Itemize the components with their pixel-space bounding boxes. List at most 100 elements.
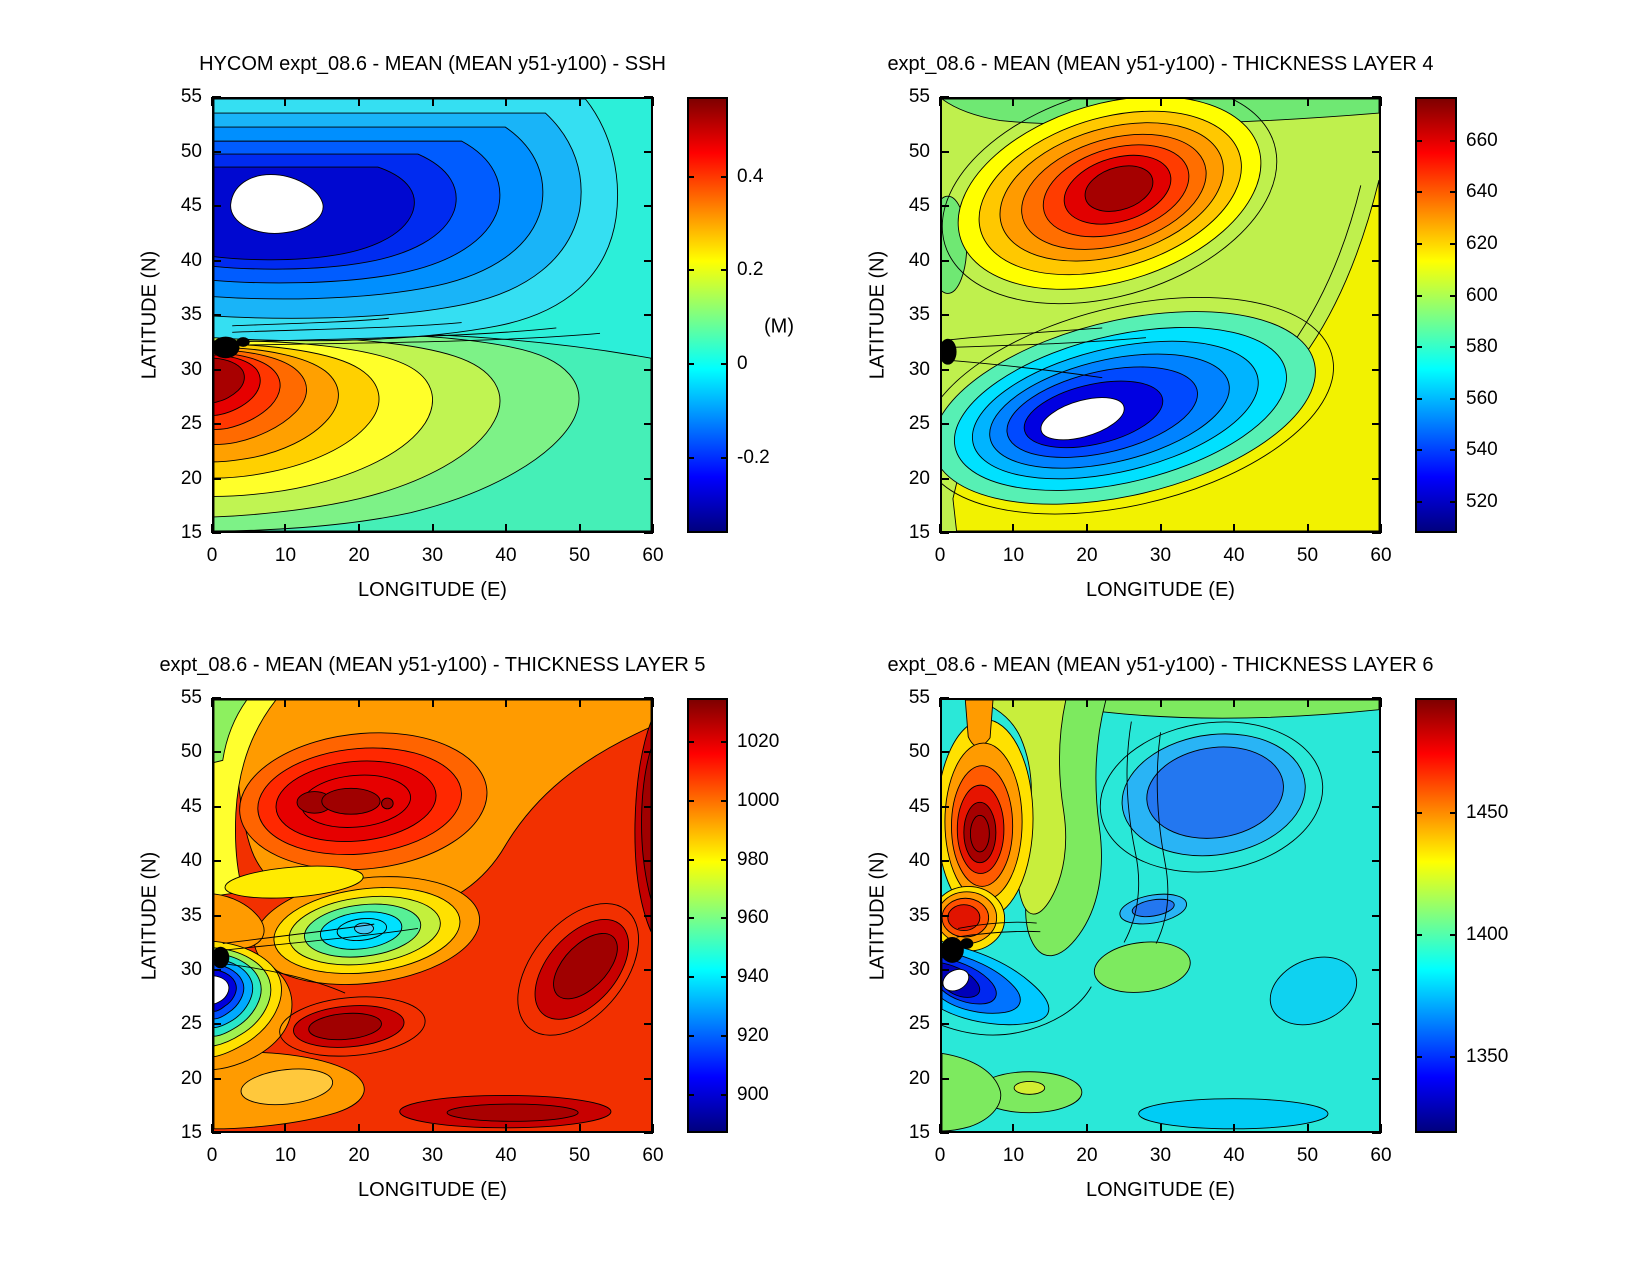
tick-mark <box>644 1023 653 1026</box>
tick-mark <box>1380 97 1382 106</box>
tick-mark <box>1159 698 1162 707</box>
layer4-max-core <box>1083 159 1155 218</box>
tick-mark <box>212 968 221 971</box>
tick-mark <box>211 698 213 707</box>
colorbar-tick-label: 520 <box>1466 491 1498 513</box>
y-tick-label: 45 <box>908 195 930 216</box>
tick-mark <box>721 175 728 178</box>
tick-mark <box>652 1124 654 1133</box>
tick-mark <box>578 698 581 707</box>
tick-mark <box>1415 139 1422 142</box>
tick-mark <box>940 751 949 754</box>
tick-mark <box>1450 397 1457 400</box>
panel-title: HYCOM expt_08.6 - MEAN (MEAN y51-y100) -… <box>199 53 666 75</box>
x-tick-label: 60 <box>642 1145 664 1166</box>
y-tick-label: 55 <box>908 687 930 708</box>
tick-mark <box>212 205 221 207</box>
y-tick-label: 40 <box>908 249 930 271</box>
tick-mark <box>1372 805 1381 808</box>
tick-mark <box>211 1124 213 1133</box>
y-tick-label: 30 <box>180 358 202 380</box>
tick-mark <box>721 799 728 802</box>
tick-mark <box>212 423 221 425</box>
tick-mark <box>687 1093 694 1096</box>
colorbar-tick-label: 560 <box>1466 387 1498 409</box>
tick-mark <box>644 477 653 480</box>
tick-mark <box>721 741 728 744</box>
tick-mark <box>1085 97 1088 106</box>
contour-fills <box>214 700 651 1131</box>
x-tick-label: 10 <box>1002 1145 1025 1166</box>
tick-mark <box>1450 811 1457 814</box>
x-axis-label: LONGITUDE (E) <box>1086 579 1235 601</box>
colorbar-tick-label: 1020 <box>737 731 780 753</box>
tick-mark <box>644 423 653 425</box>
tick-mark <box>1372 423 1381 425</box>
layer5-min-white-core <box>214 976 229 1004</box>
tick-mark <box>1415 449 1422 452</box>
y-axis-label: LATITUDE (N) <box>866 851 889 980</box>
tick-mark <box>578 524 581 533</box>
tick-mark <box>357 97 360 106</box>
tick-mark <box>644 914 653 917</box>
tick-mark <box>940 1023 949 1026</box>
tick-mark <box>939 698 941 707</box>
contour-lines <box>223 924 418 993</box>
tick-mark <box>940 477 949 480</box>
plot-area <box>940 97 1381 533</box>
tick-mark <box>1450 191 1457 194</box>
contour-fills <box>214 99 651 531</box>
y-tick-label: 20 <box>908 467 930 489</box>
tick-mark <box>284 524 287 533</box>
contour-lines <box>942 722 1168 1035</box>
tick-mark <box>504 698 507 707</box>
tick-mark <box>212 1023 221 1026</box>
tick-mark <box>1450 1056 1457 1059</box>
y-tick-label: 25 <box>180 413 202 434</box>
tick-mark <box>504 1124 507 1133</box>
y-tick-label: 25 <box>908 1013 930 1035</box>
tick-mark <box>1450 294 1457 297</box>
x-tick-label: 10 <box>274 1145 297 1166</box>
tick-mark <box>1012 524 1015 533</box>
x-tick-label: 20 <box>348 1145 370 1166</box>
colorbar-layer5: 1020 1000 980 960 940 920 900 <box>687 698 779 1133</box>
tick-mark <box>431 97 434 106</box>
contour-plot-layer4 <box>942 99 1379 531</box>
tick-mark <box>1372 477 1381 480</box>
tick-mark <box>652 524 654 533</box>
contour-panel-layer5: expt_08.6 - MEAN (MEAN y51-y100) - THICK… <box>139 654 706 1201</box>
tick-mark <box>687 858 694 861</box>
tick-mark <box>212 532 221 534</box>
x-tick-label: 30 <box>421 545 444 566</box>
contour-plot-ssh <box>214 99 651 531</box>
tick-mark <box>687 175 694 178</box>
y-tick-label: 30 <box>908 358 930 380</box>
x-axis-label: LONGITUDE (E) <box>1086 1179 1235 1201</box>
colorbar-gradient <box>1415 698 1457 1133</box>
colorbar-tick-label: 620 <box>1466 233 1498 255</box>
contour-plot-layer6 <box>942 700 1379 1131</box>
tick-mark <box>1450 501 1457 504</box>
tick-mark <box>1372 751 1381 754</box>
tick-mark <box>1232 524 1235 533</box>
tick-mark <box>212 96 221 98</box>
contour-fills <box>942 700 1379 1131</box>
tick-mark <box>1380 1124 1382 1133</box>
x-tick-label: 50 <box>568 545 591 566</box>
tick-mark <box>644 805 653 808</box>
x-tick-label: 60 <box>642 545 664 566</box>
tick-mark <box>721 1035 728 1037</box>
colorbar-tick-label: 1450 <box>1466 801 1509 823</box>
tick-mark <box>1415 346 1422 349</box>
colorbar-tick-label: 1000 <box>737 789 780 811</box>
tick-mark <box>1415 934 1422 937</box>
tick-mark <box>687 799 694 802</box>
tick-mark <box>644 860 653 863</box>
x-tick-label: 0 <box>206 1145 218 1166</box>
tick-mark <box>1159 1124 1162 1133</box>
x-tick-label: 10 <box>1002 545 1025 566</box>
tick-mark <box>940 423 949 425</box>
ssh-low-white-core <box>231 175 324 234</box>
layer6-min-white-core <box>942 966 970 994</box>
